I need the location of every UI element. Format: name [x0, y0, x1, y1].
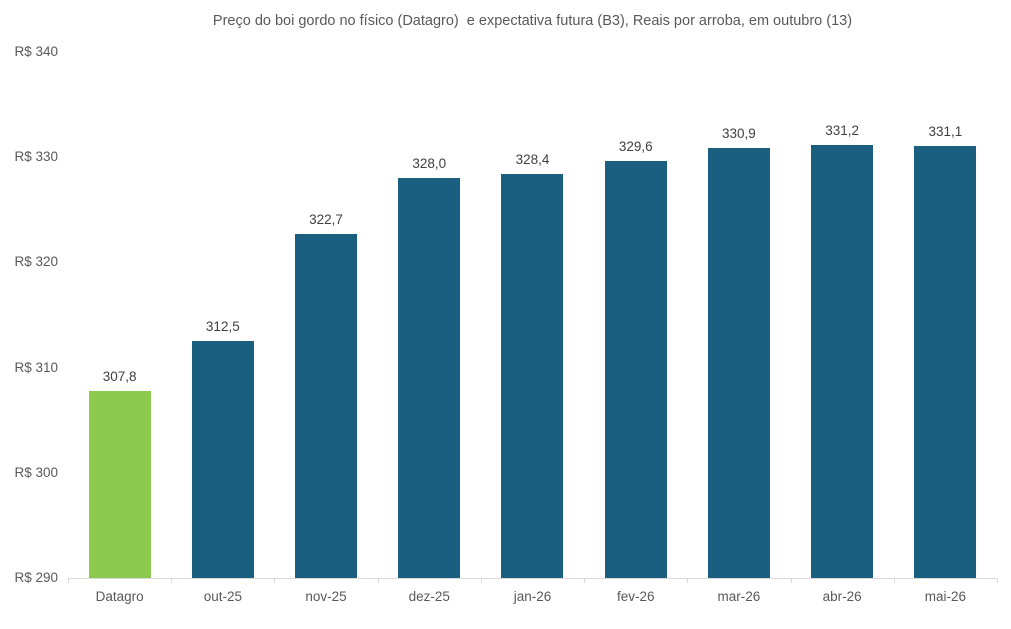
bar-value-label: 331,2 [825, 122, 860, 138]
bar [398, 178, 461, 578]
x-axis-label: fev-26 [616, 589, 655, 604]
y-axis-label: R$ 330 [14, 149, 58, 165]
axis-tick [480, 578, 482, 583]
axis-tick [377, 578, 379, 583]
bar-value-label: 307,8 [102, 368, 137, 384]
axis-tick [790, 578, 792, 583]
x-axis-line [68, 578, 998, 579]
bar-slot: 307,8 [68, 52, 171, 578]
axis-tick [584, 578, 586, 583]
bar [811, 144, 874, 578]
bar-value-label: 312,5 [205, 319, 240, 335]
bar [501, 174, 564, 578]
bar-slot: 331,2 [791, 52, 894, 578]
x-axis-label: out-25 [203, 589, 242, 604]
y-axis-label: R$ 340 [14, 44, 58, 59]
bar-slot: 328,0 [378, 52, 481, 578]
bar [707, 147, 770, 578]
bar-value-label: 328,4 [515, 152, 550, 168]
bar-value-label: 329,6 [618, 139, 653, 155]
bar [295, 234, 358, 578]
x-axis-label: jan-26 [513, 589, 552, 604]
x-axis-label: mai-26 [924, 589, 966, 604]
x-axis-label: mar-26 [717, 589, 761, 604]
bar-slot: 329,6 [584, 52, 687, 578]
axis-tick [274, 578, 276, 583]
y-axis-label: R$ 320 [14, 254, 58, 270]
x-axis-label: abr-26 [822, 589, 862, 604]
bar [191, 341, 254, 578]
bar-slot: 331,1 [894, 52, 997, 578]
bar-slot: 328,4 [481, 52, 584, 578]
y-axis-label: R$ 300 [14, 464, 58, 480]
axis-tick [893, 578, 895, 583]
bar-value-label: 322,7 [309, 212, 343, 227]
bar-slot: 330,9 [687, 52, 790, 578]
axis-tick [687, 578, 689, 583]
axis-tick [997, 578, 998, 583]
bar [88, 390, 151, 578]
x-axis-label: nov-25 [305, 589, 347, 604]
bar-value-label: 331,1 [928, 123, 963, 139]
bar [604, 161, 667, 578]
bar-value-label: 330,9 [722, 125, 756, 141]
bar-value-label: 328,0 [412, 156, 447, 172]
bar-slot: 312,5 [171, 52, 274, 578]
plot-area: 307,8 312,5 322,7 328,0 328,4 329,6 330,9 331,2… [68, 52, 997, 578]
bar [914, 145, 977, 578]
y-axis: R$ 340 R$ 330 R$ 320 R$ 310 R$ 300 R$ 290 [0, 44, 58, 585]
x-axis-label: Datagro [95, 589, 144, 604]
bar-slot: 322,7 [274, 52, 377, 578]
x-axis-label: dez-25 [408, 589, 450, 604]
chart-title: Preço do boi gordo no físico (Datagro) e… [212, 13, 853, 29]
axis-tick [171, 578, 173, 583]
y-axis-label: R$ 310 [14, 359, 58, 375]
y-axis-label: R$ 290 [14, 570, 58, 585]
axis-tick [68, 578, 69, 583]
